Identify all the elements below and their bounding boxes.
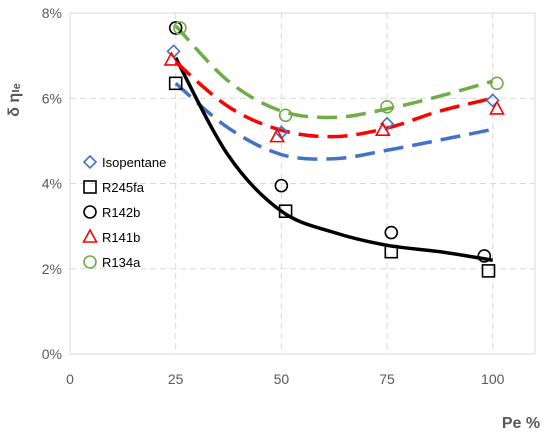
x-tick-label: 75 (379, 371, 395, 387)
legend-marker-r142b (83, 205, 97, 219)
legend-label: R134a (102, 255, 141, 270)
y-tick-label: 0% (42, 346, 62, 362)
trendlines (174, 24, 494, 262)
y-tick-label: 4% (42, 176, 62, 192)
y-axis-title: δ ηₗₑ (6, 83, 23, 116)
y-tick-label: 6% (42, 90, 62, 106)
data-point-r141b (163, 51, 180, 66)
x-tick-label: 25 (168, 371, 184, 387)
data-point-r141b (489, 100, 505, 115)
trendline-r141b (174, 60, 494, 139)
trendline-isopentane (174, 81, 494, 161)
data-point-r142b (384, 225, 399, 240)
data-point-r134a (278, 108, 293, 123)
legend-label: R141b (102, 230, 140, 245)
legend-marker-r141b (82, 228, 98, 243)
trendline-r134a (174, 24, 494, 120)
plot-area-border (69, 12, 536, 355)
data-markers (163, 21, 505, 278)
data-point-r141b (374, 121, 391, 137)
legend-label: R245fa (102, 180, 145, 195)
data-point-r245fa (168, 76, 183, 91)
data-point-r245fa (384, 244, 399, 259)
data-point-isopentane (485, 93, 500, 108)
data-point-r142b (168, 21, 183, 35)
data-point-r142b (274, 178, 289, 193)
x-axis-title: Pe % (502, 415, 540, 432)
legend-label: Isopentane (102, 155, 166, 170)
legend-marker-isopentane (82, 154, 98, 170)
x-tick-label: 100 (481, 371, 505, 387)
y-tick-label: 8% (42, 5, 62, 21)
legend-marker-r245fa (83, 180, 97, 194)
tick-labels: 0% 2% 4% 6% 8% 0 25 50 75 100 (42, 5, 505, 387)
data-point-r245fa (481, 264, 496, 278)
data-point-r134a (490, 76, 504, 91)
data-point-r141b (269, 127, 285, 143)
legend: Isopentane R245fa R142b R141b R134a (82, 154, 166, 270)
data-point-r142b (477, 249, 492, 263)
data-point-r245fa (278, 204, 293, 219)
trendline-r142b (174, 56, 494, 262)
data-point-r134a (173, 21, 187, 35)
data-point-r134a (380, 99, 394, 114)
legend-marker-r134a (83, 255, 97, 269)
x-tick-label: 0 (66, 371, 74, 387)
legend-label: R142b (102, 205, 140, 220)
x-tick-label: 50 (274, 371, 290, 387)
y-tick-label: 2% (42, 261, 62, 277)
